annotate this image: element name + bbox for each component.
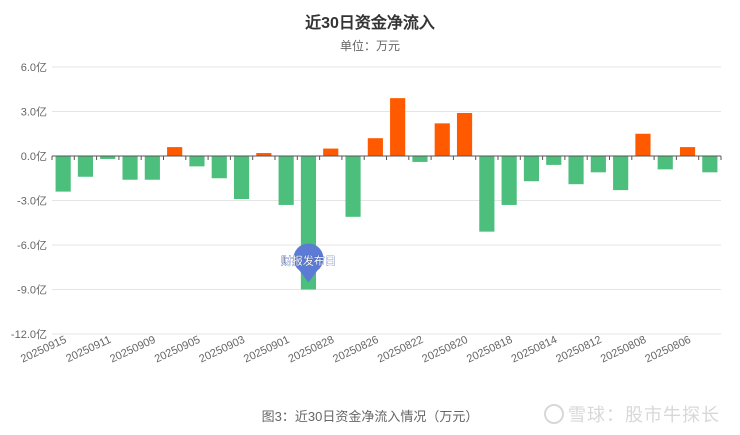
bar-20250904: [211, 156, 227, 179]
bar-20250910: [122, 156, 138, 180]
bar-20250901: [278, 156, 294, 205]
bar-20250827: [345, 156, 361, 217]
bar-20250912: [77, 156, 94, 177]
annotation-pin: [293, 243, 324, 283]
y-tick-label: -3.0亿: [17, 195, 47, 208]
bar-20250808: [635, 133, 651, 156]
y-tick-label: -12.0亿: [11, 328, 47, 341]
x-tick-label: 20250822: [376, 334, 425, 366]
x-tick-label: 20250903: [197, 334, 246, 366]
bar-20250909: [144, 156, 160, 180]
bar-20250819: [479, 156, 495, 232]
y-tick-label: 3.0亿: [21, 106, 47, 119]
x-tick-label: 20250909: [108, 334, 157, 366]
bar-20250814: [546, 156, 562, 165]
bar-20250908: [167, 147, 183, 156]
bar-20250903: [233, 156, 250, 200]
bar-20250825: [390, 98, 406, 156]
bar-20250818: [501, 156, 517, 205]
chart-title: 近30日资金净流入: [305, 15, 435, 32]
x-tick-label: 20250905: [153, 334, 202, 366]
bar-20250815: [523, 156, 540, 182]
x-tick-label: 20250820: [420, 334, 469, 366]
bar-20250822: [412, 156, 428, 162]
bar-20250813: [568, 156, 584, 185]
snowball-logo-icon: [544, 404, 564, 424]
bar-20250915: [55, 156, 71, 192]
x-tick-label: 20250911: [64, 334, 113, 365]
bar-20250820: [456, 112, 473, 156]
bar-20250902: [256, 153, 272, 156]
x-tick-label: 20250818: [465, 334, 514, 366]
bar-20250806: [679, 147, 696, 156]
y-tick-label: -9.0亿: [17, 284, 47, 297]
y-tick-label: 0.0亿: [21, 150, 47, 163]
bar-20250811: [613, 156, 629, 191]
bar-20250805: [702, 156, 718, 173]
bar-20250905: [189, 156, 205, 167]
y-tick-label: -6.0亿: [17, 239, 47, 252]
y-tick-label: 6.0亿: [21, 61, 47, 74]
bar-20250812: [590, 156, 606, 173]
x-tick-label: 20250812: [554, 334, 603, 366]
bar-20250828: [323, 148, 339, 156]
bar-20250807: [657, 156, 673, 170]
bar-chart: 6.0亿 3.0亿 0.0亿 -3.0亿 -6.0亿 -9.0亿 -12.0亿 2025091…: [11, 61, 722, 366]
x-tick-label: 20250828: [287, 334, 336, 366]
figure-caption: 图3：近30日资金净流入情况（万元）: [261, 409, 479, 424]
x-tick-label: 20250901: [242, 334, 291, 366]
chart-subtitle: 单位：万元: [339, 39, 400, 53]
x-tick-label: 20250808: [599, 334, 648, 366]
annotation-label: 财报发布日: [281, 254, 336, 268]
x-tick-label: 20250806: [643, 334, 692, 366]
watermark: 雪球：股市牛探长: [544, 401, 720, 427]
watermark-text: 雪球：股市牛探长: [568, 405, 720, 425]
x-tick-label: 20250814: [510, 334, 559, 366]
bar-20250911: [100, 156, 116, 159]
bar-20250821: [434, 123, 450, 156]
x-tick-label: 20250826: [331, 334, 380, 366]
bar-20250826: [367, 138, 383, 156]
